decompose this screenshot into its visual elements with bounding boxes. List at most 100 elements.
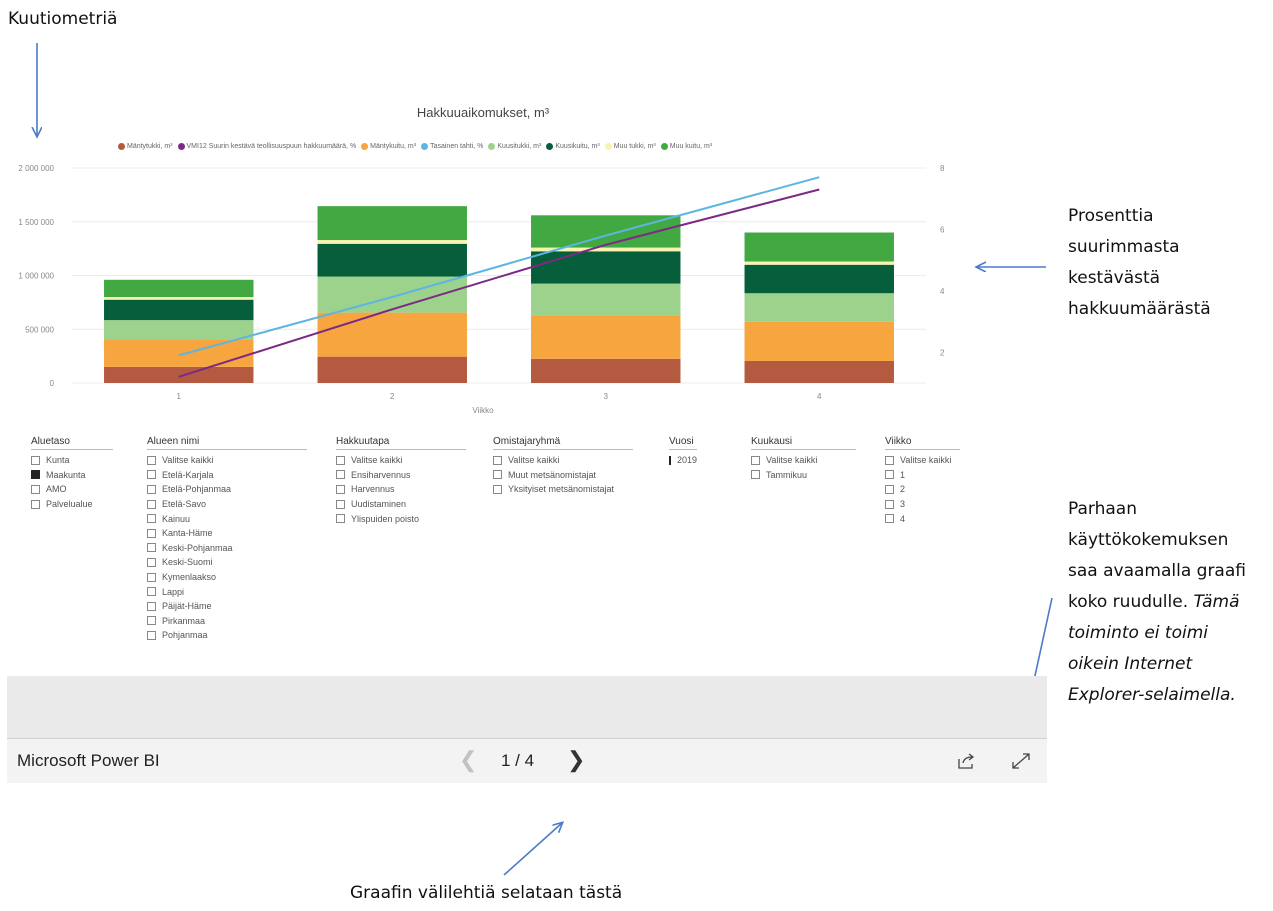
checkbox-icon[interactable]	[885, 484, 894, 494]
slicer-option[interactable]: Etelä-Pohjanmaa	[147, 482, 307, 497]
slicer: Kuukausi Valitse kaikki Tammikuu	[751, 436, 856, 482]
slicer-option[interactable]: Uudistaminen	[336, 497, 466, 512]
slicer-option[interactable]: Muut metsänomistajat	[493, 468, 633, 483]
checkbox-icon[interactable]	[885, 499, 894, 509]
share-icon[interactable]	[957, 752, 977, 775]
checkbox-icon[interactable]	[336, 514, 345, 524]
slicer-option[interactable]: Tammikuu	[751, 468, 856, 483]
legend-item[interactable]: Muu tukki, m³	[604, 143, 656, 150]
checkbox-icon[interactable]	[147, 484, 156, 494]
checkbox-icon[interactable]	[493, 455, 502, 465]
bar-segment	[317, 356, 467, 383]
slicer-option[interactable]: Pirkanmaa	[147, 614, 307, 629]
checkbox-icon[interactable]	[31, 484, 40, 494]
checkbox-icon[interactable]	[147, 514, 156, 524]
slicer-option-label: Kanta-Häme	[162, 528, 213, 539]
slicer-option[interactable]: Päijät-Häme	[147, 599, 307, 614]
legend-item[interactable]: Tasainen tahti, %	[421, 143, 483, 150]
chart-lines	[178, 176, 820, 378]
chevron-right-icon[interactable]: ❯	[567, 747, 586, 772]
slicer-option[interactable]: Keski-Suomi	[147, 555, 307, 570]
slicer-option[interactable]: Pohjanmaa	[147, 628, 307, 643]
slicer-option[interactable]: Valitse kaikki	[147, 453, 307, 468]
slicer-option[interactable]: Lappi	[147, 584, 307, 599]
legend-item[interactable]: Mäntykuitu, m³	[361, 143, 416, 150]
slicer-option[interactable]: 2	[885, 482, 960, 497]
slicer-option[interactable]: Etelä-Karjala	[147, 468, 307, 483]
checkbox-icon[interactable]	[147, 557, 156, 567]
fullscreen-annotation-line: Parhaan	[1068, 499, 1137, 519]
slicer-option[interactable]: Kunta	[31, 453, 113, 468]
legend-item[interactable]: Muu kuitu, m³	[660, 143, 712, 150]
checkbox-icon[interactable]	[669, 455, 671, 465]
slicer-option[interactable]: Ensiharvennus	[336, 468, 466, 483]
slicer-option[interactable]: Harvennus	[336, 482, 466, 497]
legend-label: Kuusitukki, m³	[497, 143, 542, 150]
fullscreen-icon[interactable]	[1010, 751, 1032, 776]
checkbox-icon[interactable]	[751, 470, 760, 480]
slicer-option[interactable]: Ylispuiden poisto	[336, 511, 466, 526]
slicer-title: Viikko	[885, 436, 960, 450]
checkbox-icon[interactable]	[147, 616, 156, 626]
checkbox-icon[interactable]	[147, 587, 156, 597]
checkbox-icon[interactable]	[336, 484, 345, 494]
bar-segment	[531, 283, 681, 316]
checkbox-icon[interactable]	[147, 455, 156, 465]
checkbox-icon[interactable]	[885, 455, 894, 465]
slicer-option[interactable]: Valitse kaikki	[885, 453, 960, 468]
checkbox-icon[interactable]	[751, 455, 760, 465]
slicer-option[interactable]: Kanta-Häme	[147, 526, 307, 541]
legend-item[interactable]: Kuusikuitu, m³	[546, 143, 600, 150]
slicer-option[interactable]: Maakunta	[31, 468, 113, 483]
bar-segment	[104, 279, 254, 297]
fullscreen-annotation-line: saa avaamalla graafi	[1068, 561, 1246, 581]
slicer-option[interactable]: 2019	[669, 453, 697, 468]
slicer-option[interactable]: AMO	[31, 482, 113, 497]
slicer-option[interactable]: 4	[885, 511, 960, 526]
legend-marker-icon	[604, 143, 612, 150]
slicer-option[interactable]: 1	[885, 468, 960, 483]
slicer-option[interactable]: Keski-Pohjanmaa	[147, 541, 307, 556]
slicer-option[interactable]: Kainuu	[147, 511, 307, 526]
checkbox-icon[interactable]	[147, 543, 156, 553]
y-tick-label: 500 000	[25, 325, 54, 334]
bar-segment	[104, 297, 254, 300]
legend-item[interactable]: Mäntytukki, m³	[118, 143, 173, 150]
checkbox-icon[interactable]	[885, 470, 894, 480]
slicer-option-label: Ensiharvennus	[351, 469, 411, 480]
y-tick-label: 2 000 000	[18, 164, 54, 173]
checkbox-icon[interactable]	[336, 470, 345, 480]
checkbox-icon[interactable]	[31, 455, 40, 465]
checkbox-icon[interactable]	[336, 455, 345, 465]
legend-item[interactable]: VMI12 Suurin kestävä teollisuuspuun hakk…	[177, 143, 356, 150]
slicer-option[interactable]: Valitse kaikki	[751, 453, 856, 468]
checkbox-icon[interactable]	[147, 630, 156, 640]
checkbox-icon[interactable]	[147, 499, 156, 509]
chevron-left-icon[interactable]: ❮	[459, 747, 478, 772]
checkbox-icon[interactable]	[147, 572, 156, 582]
slicer-option-label: Muut metsänomistajat	[508, 469, 597, 480]
checkbox-icon[interactable]	[31, 499, 40, 509]
checkbox-icon[interactable]	[885, 514, 894, 524]
slicer-option[interactable]: Kymenlaakso	[147, 570, 307, 585]
checkbox-icon[interactable]	[31, 470, 40, 480]
slicer-option[interactable]: Valitse kaikki	[493, 453, 633, 468]
right-axis-annotation-line: kestävästä	[1068, 268, 1161, 288]
chart-ticks: 0 500 000 1 000 000 1 500 000 2 000 000 2 4 6 8 1…	[18, 164, 945, 401]
slicer-option[interactable]: Yksityiset metsänomistajat	[493, 482, 633, 497]
legend-item[interactable]: Kuusitukki, m³	[488, 143, 541, 150]
slicer-option[interactable]: Valitse kaikki	[336, 453, 466, 468]
slicer-option-label: Etelä-Savo	[162, 499, 207, 510]
slicer-option[interactable]: Palvelualue	[31, 497, 113, 512]
checkbox-icon[interactable]	[147, 601, 156, 611]
checkbox-icon[interactable]	[493, 484, 502, 494]
checkbox-icon[interactable]	[493, 470, 502, 480]
checkbox-icon[interactable]	[147, 528, 156, 538]
legend-marker-icon	[660, 143, 668, 150]
right-axis-annotation-line: suurimmasta	[1068, 237, 1180, 257]
slicer-option[interactable]: 3	[885, 497, 960, 512]
slicer-option-label: Valitse kaikki	[766, 455, 818, 466]
checkbox-icon[interactable]	[147, 470, 156, 480]
slicer-option[interactable]: Etelä-Savo	[147, 497, 307, 512]
checkbox-icon[interactable]	[336, 499, 345, 509]
